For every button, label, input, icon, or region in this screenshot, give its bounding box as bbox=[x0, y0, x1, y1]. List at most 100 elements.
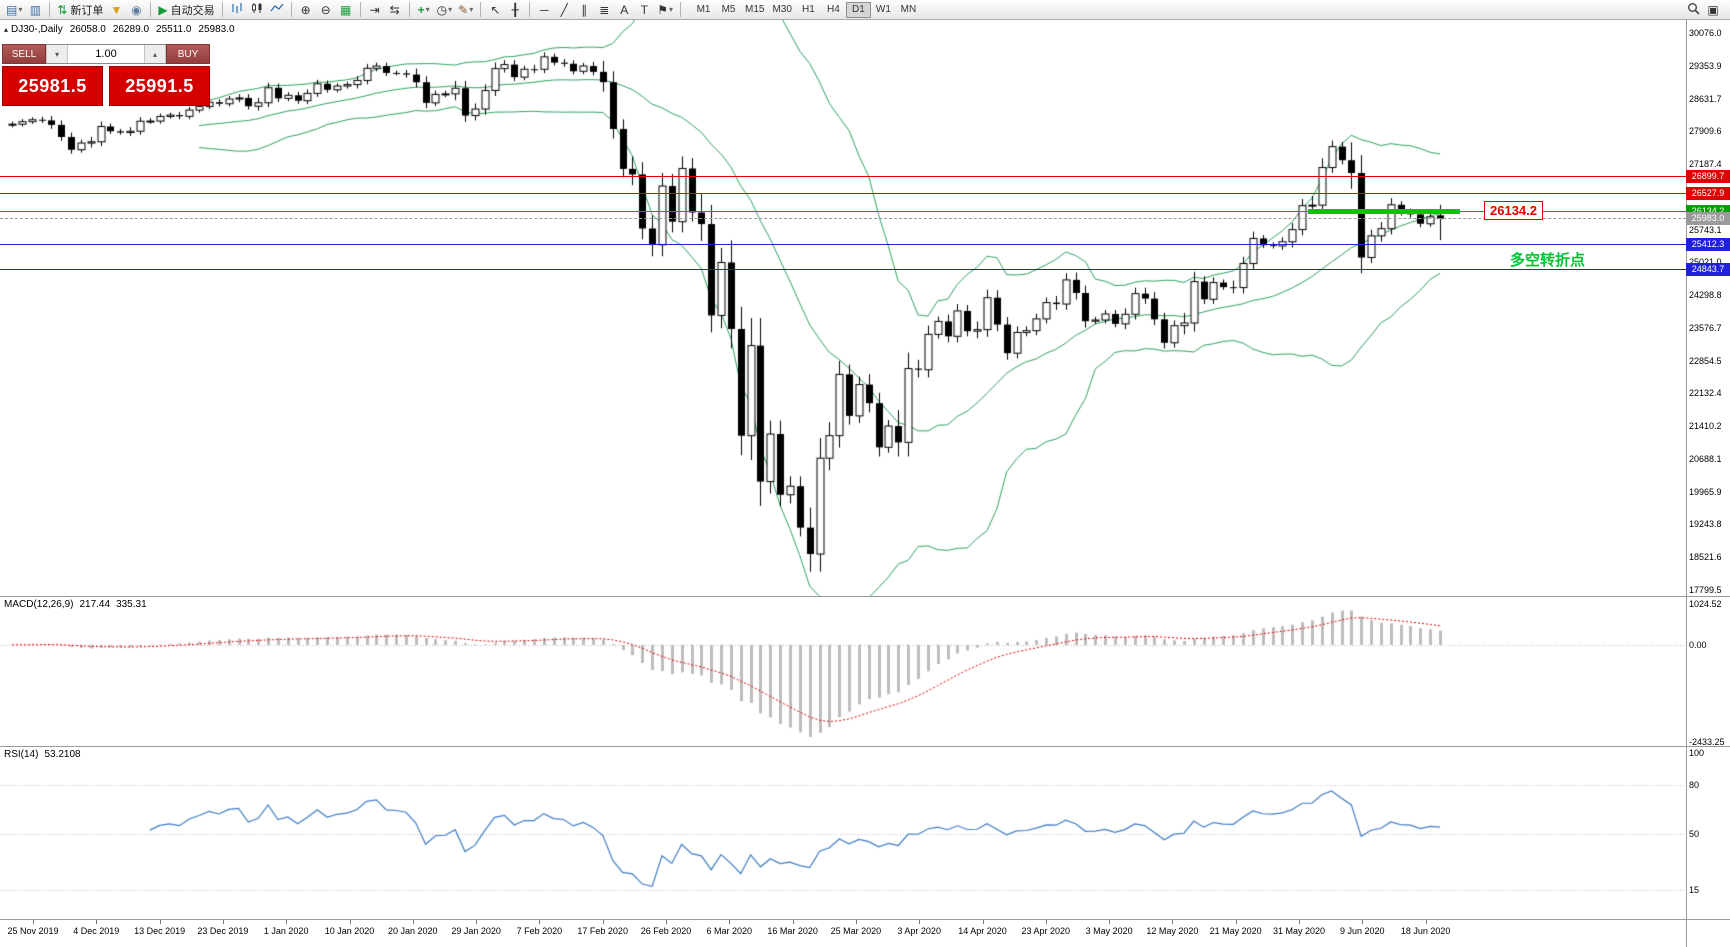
text-tool-button[interactable]: A bbox=[614, 1, 634, 18]
crosshair-button[interactable]: ╂ bbox=[505, 1, 525, 18]
date-axis-label: 3 May 2020 bbox=[1085, 926, 1133, 936]
timeframe-button-d1[interactable]: D1 bbox=[845, 1, 871, 18]
one-click-toggle-icon[interactable]: ▴ bbox=[4, 25, 9, 34]
support-resistance-segment[interactable] bbox=[1308, 209, 1461, 215]
horizontal-line-button[interactable]: ─ bbox=[534, 1, 554, 18]
turning-point-label: 多空转折点 bbox=[1510, 251, 1586, 269]
date-axis-label: 4 Dec 2019 bbox=[73, 926, 120, 936]
shapes-button[interactable]: ⚑ ▾ bbox=[654, 1, 676, 18]
sell-price-button[interactable]: 25981.5 bbox=[2, 66, 103, 106]
date-axis-label: 18 Jun 2020 bbox=[1400, 926, 1451, 936]
horizontal-line[interactable] bbox=[0, 210, 1686, 212]
price-tag: 25983.0 bbox=[1686, 211, 1730, 225]
close-value: 25983.0 bbox=[198, 24, 235, 35]
pane-separator[interactable] bbox=[0, 596, 1730, 597]
auto-scroll-button[interactable]: ⇥ bbox=[365, 1, 385, 18]
template-icon: ✎ bbox=[458, 2, 469, 17]
label-tool-button[interactable]: T bbox=[634, 1, 654, 18]
price-axis-label: 25743.1 bbox=[1689, 224, 1722, 235]
price-axis-label: 22132.4 bbox=[1689, 388, 1722, 399]
bar-chart-icon bbox=[230, 2, 244, 17]
pane-separator[interactable] bbox=[0, 746, 1730, 747]
candlestick-chart-button[interactable] bbox=[247, 1, 267, 18]
horizontal-line[interactable] bbox=[0, 243, 1686, 245]
tile-windows-icon: ▦ bbox=[339, 2, 352, 17]
macd-main-value: 217.44 bbox=[79, 599, 111, 610]
date-axis-label: 31 May 2020 bbox=[1272, 926, 1326, 936]
cursor-button[interactable]: ↖ bbox=[485, 1, 505, 18]
line-chart-icon bbox=[270, 2, 284, 17]
fibonacci-button[interactable]: ≣ bbox=[594, 1, 614, 18]
rsi-canvas[interactable] bbox=[0, 747, 1686, 920]
templates-button[interactable]: ✎ ▾ bbox=[455, 1, 476, 18]
toolbar-separator bbox=[359, 2, 361, 17]
lot-size-input[interactable]: 1.00 bbox=[95, 48, 117, 60]
lot-decrement-button[interactable]: ▾ bbox=[46, 45, 68, 63]
date-tick bbox=[1362, 920, 1364, 924]
new-chart-button[interactable]: ▤ ▾ bbox=[3, 1, 25, 18]
rsi-axis-label: 100 bbox=[1689, 748, 1705, 758]
crosshair-icon: ╂ bbox=[511, 2, 519, 17]
chart-info-line: ▴ DJ30-,Daily 26058.0 26289.0 25511.0 25983.0 bbox=[4, 24, 242, 35]
periods-button[interactable]: ◷ ▾ bbox=[434, 1, 456, 18]
indicators-button[interactable]: + ▾ bbox=[414, 1, 434, 18]
profiles-button[interactable]: ▥ bbox=[25, 1, 45, 18]
chart-shift-button[interactable]: ⇆ bbox=[385, 1, 405, 18]
buy-button[interactable]: BUY bbox=[166, 44, 210, 64]
search-button[interactable] bbox=[1683, 1, 1703, 18]
date-tick bbox=[476, 920, 478, 924]
timeframe-button-h1[interactable]: H1 bbox=[796, 2, 821, 18]
price-level-label[interactable]: 26134.2 bbox=[1484, 200, 1543, 220]
new-order-button[interactable]: ⇅ 新订单 bbox=[54, 1, 106, 18]
horizontal-line[interactable] bbox=[0, 217, 1686, 219]
timeframe-button-m5[interactable]: M5 bbox=[716, 2, 741, 18]
zoom-out-button[interactable]: ⊖ bbox=[316, 1, 336, 18]
line-chart-button[interactable] bbox=[267, 1, 287, 18]
date-axis-label: 20 Jan 2020 bbox=[388, 926, 438, 936]
macd-canvas[interactable] bbox=[0, 597, 1686, 747]
lot-increment-button[interactable]: ▴ bbox=[144, 45, 166, 63]
tile-windows-button[interactable]: ▦ bbox=[336, 1, 356, 18]
expert-advisors-button[interactable]: ◉ bbox=[126, 1, 146, 18]
horizontal-line[interactable] bbox=[0, 192, 1686, 194]
chart-shift-icon: ⇆ bbox=[389, 2, 400, 17]
bar-chart-button[interactable] bbox=[227, 1, 247, 18]
trendline-button[interactable]: ╱ bbox=[554, 1, 574, 18]
date-axis-label: 21 May 2020 bbox=[1209, 926, 1262, 936]
date-axis-label: 12 May 2020 bbox=[1146, 926, 1199, 936]
autotrading-button[interactable]: ▶ 自动交易 bbox=[155, 1, 217, 18]
timeframe-button-m15[interactable]: M15 bbox=[741, 2, 768, 18]
chevron-down-icon: ▾ bbox=[18, 4, 23, 14]
timeframe-button-w1[interactable]: W1 bbox=[871, 2, 896, 18]
price-axis-label: 23576.7 bbox=[1689, 322, 1722, 333]
date-axis-label: 23 Apr 2020 bbox=[1021, 926, 1071, 936]
channel-button[interactable]: ∥ bbox=[574, 1, 594, 18]
timeframe-button-m30[interactable]: M30 bbox=[768, 2, 795, 18]
horizontal-line[interactable] bbox=[0, 176, 1686, 178]
main-chart-canvas[interactable] bbox=[0, 20, 1686, 597]
timeframe-button-h4[interactable]: H4 bbox=[821, 2, 846, 18]
date-axis-label: 3 Apr 2020 bbox=[897, 926, 941, 936]
pane-separator[interactable] bbox=[0, 919, 1730, 920]
date-tick bbox=[1235, 920, 1237, 924]
market-filter-button[interactable]: ▼ bbox=[106, 1, 126, 18]
price-axis-label: 17799.5 bbox=[1689, 585, 1722, 595]
lot-size-control: ▾ 1.00 ▴ bbox=[46, 44, 166, 64]
price-axis-label: 25021.0 bbox=[1689, 257, 1722, 268]
date-axis-label: 9 Jun 2020 bbox=[1340, 926, 1385, 936]
timeframe-button-m1[interactable]: M1 bbox=[691, 2, 716, 18]
buy-price-button[interactable]: 25991.5 bbox=[109, 66, 210, 106]
sell-button[interactable]: SELL bbox=[2, 44, 46, 64]
price-axis-label: 18521.6 bbox=[1689, 552, 1722, 563]
layout-button[interactable]: ▣ bbox=[1703, 1, 1723, 18]
horizontal-line[interactable] bbox=[0, 269, 1686, 271]
date-axis-label: 10 Jan 2020 bbox=[324, 926, 375, 936]
timeframe-button-mn[interactable]: MN bbox=[896, 2, 921, 18]
toolbar-separator bbox=[221, 2, 223, 17]
rsi-label: RSI(14) 53.2108 bbox=[4, 749, 87, 760]
shapes-icon: ⚑ bbox=[657, 2, 668, 17]
price-axis-label: 29353.9 bbox=[1689, 60, 1722, 71]
zoom-in-button[interactable]: ⊕ bbox=[296, 1, 316, 18]
price-axis-label: 28631.7 bbox=[1689, 93, 1722, 104]
